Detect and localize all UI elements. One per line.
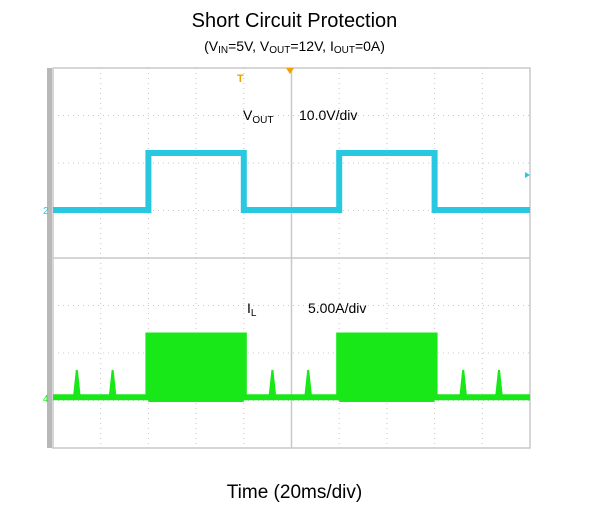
ch1-ground-marker: 2 xyxy=(43,206,49,217)
ch1-level-marker xyxy=(525,172,530,178)
il-spike xyxy=(72,369,81,399)
il-spike xyxy=(494,369,504,399)
ch1-name-label: VOUT xyxy=(243,107,273,126)
trigger-marker: T xyxy=(237,73,244,85)
il-high-current-block xyxy=(148,335,244,402)
left-bezel xyxy=(47,68,52,448)
chart-subtitle: (VIN=5V, VOUT=12V, IOUT=0A) xyxy=(204,38,385,56)
ch2-scale-label: 5.00A/div xyxy=(308,300,366,316)
il-spike xyxy=(459,369,468,399)
chart-title: Short Circuit Protection xyxy=(191,10,398,32)
ch2-name-label: IL xyxy=(247,300,257,319)
il-spike xyxy=(268,369,277,399)
x-axis-label: Time (20ms/div) xyxy=(226,482,363,503)
ch2-ground-marker: 4 xyxy=(43,394,49,405)
ch1-scale-label: 10.0V/div xyxy=(299,107,357,123)
il-spike xyxy=(304,369,313,399)
vout-trace xyxy=(53,150,530,213)
traces xyxy=(53,150,530,402)
grid xyxy=(53,68,530,448)
il-high-current-block xyxy=(339,335,435,402)
il-spike xyxy=(108,369,117,399)
trigger-position-marker xyxy=(286,68,294,74)
